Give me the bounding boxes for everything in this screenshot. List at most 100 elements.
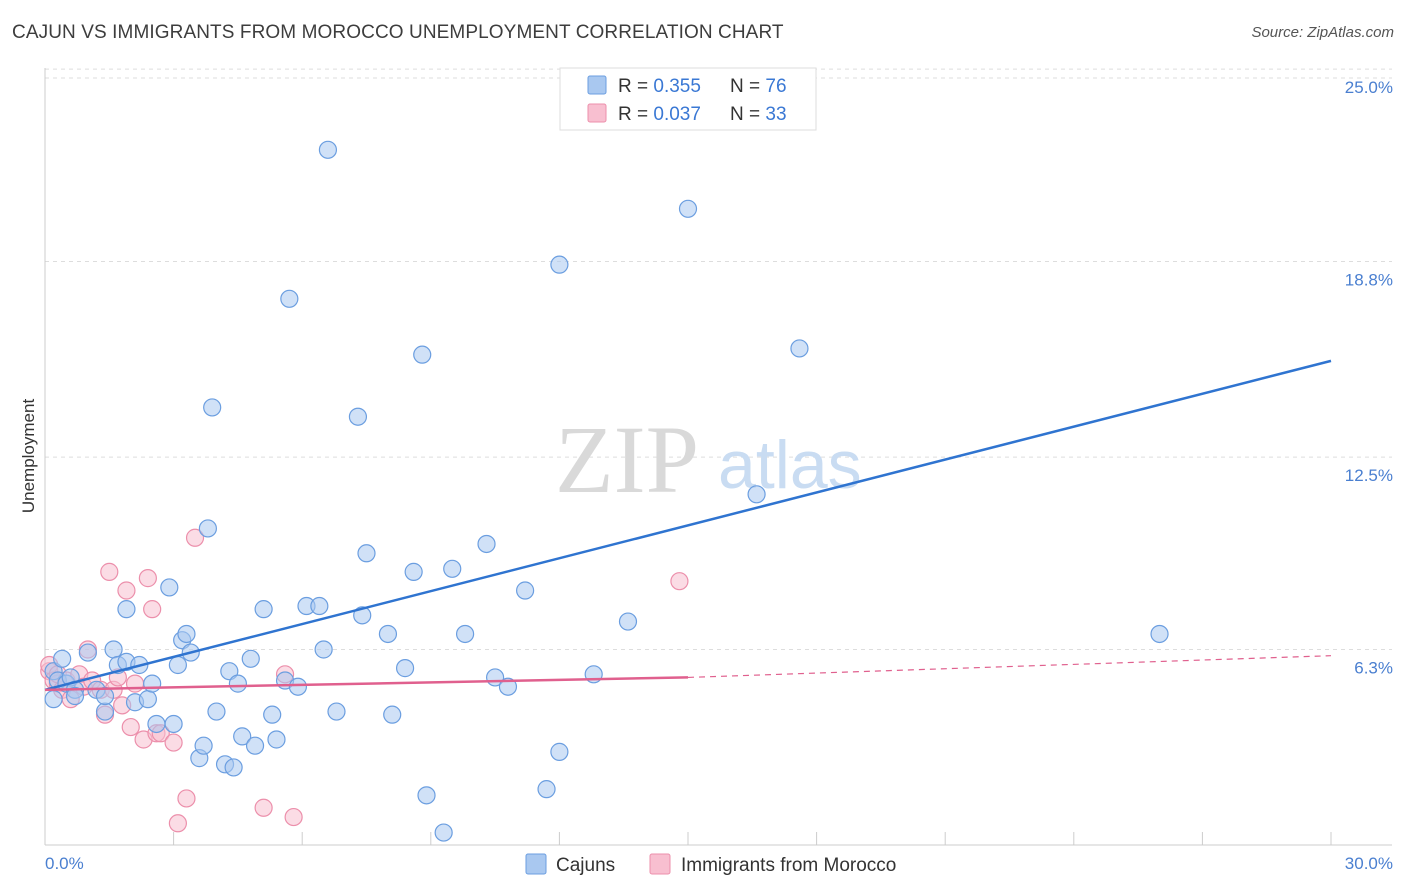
cajun-point-33 <box>220 662 239 681</box>
morocco-point-27 <box>168 814 187 833</box>
cajun-point-60 <box>443 559 462 578</box>
cajun-point-36 <box>233 727 252 746</box>
legend-morocco-r-value: 0.037 <box>653 104 701 125</box>
cajun-point-40 <box>263 705 282 724</box>
cajun-point-30 <box>203 398 222 417</box>
cajun-point-47 <box>314 640 333 659</box>
legend-swatch-morocco <box>587 103 607 123</box>
cajun-point-34 <box>224 758 243 777</box>
morocco-point-30 <box>254 798 273 817</box>
cajun-point-12 <box>104 640 123 659</box>
legend-cajun-n-label: N = <box>730 76 765 97</box>
morocco-point-26 <box>164 733 183 752</box>
svg-text:N = 33: N = 33 <box>730 104 787 125</box>
x-tick-label-max: 30.0% <box>1345 854 1393 873</box>
cajun-point-28 <box>194 736 213 755</box>
watermark-atlas: atlas <box>718 427 862 503</box>
cajun-point-29 <box>198 519 217 538</box>
legend-cajun-r-value: 0.355 <box>653 76 701 97</box>
cajun-point-1 <box>44 690 63 709</box>
cajun-point-50 <box>348 407 368 426</box>
cajun-point-22 <box>164 714 183 734</box>
watermark-zip: ZIP <box>555 406 699 513</box>
cajun-point-56 <box>404 562 423 581</box>
cajun-point-25 <box>177 624 196 644</box>
cajun-point-15 <box>117 600 136 619</box>
cajun-point-7 <box>65 686 85 706</box>
series-cajun-points <box>44 87 1169 842</box>
cajun-point-59 <box>434 823 453 842</box>
legend-morocco-n-label: N = <box>730 104 765 125</box>
cajun-point-20 <box>147 714 166 734</box>
watermark: ZIP atlas <box>555 406 862 513</box>
morocco-point-18 <box>117 581 136 600</box>
cajun-point-18 <box>138 690 157 709</box>
bottom-legend-label-cajun: Cajuns <box>556 855 615 876</box>
morocco-point-32 <box>284 807 303 827</box>
cajun-point-8 <box>78 643 97 662</box>
chart-title: CAJUN VS IMMIGRANTS FROM MOROCCO UNEMPLO… <box>12 22 784 43</box>
bottom-legend-label-morocco: Immigrants from Morocco <box>681 855 896 876</box>
cajun-point-58 <box>417 786 436 805</box>
cajun-point-35 <box>228 674 247 693</box>
cajun-point-68 <box>550 255 569 274</box>
legend-cajun-n-value: 76 <box>765 76 786 97</box>
cajun-point-74 <box>790 339 809 358</box>
morocco-point-23 <box>143 600 162 619</box>
cajun-point-51 <box>353 606 372 625</box>
legend-morocco-r-label: R = <box>618 104 653 125</box>
cajun-point-44 <box>288 677 308 696</box>
cajun-point-39 <box>254 600 273 619</box>
morocco-point-33 <box>670 572 689 591</box>
morocco-point-20 <box>125 674 145 693</box>
cajun-point-49 <box>327 702 346 721</box>
cajun-point-53 <box>378 624 398 644</box>
cajun-point-3 <box>53 649 72 668</box>
morocco-point-28 <box>177 789 196 808</box>
morocco-point-22 <box>138 569 157 588</box>
cajun-point-10 <box>95 702 115 721</box>
cajun-point-31 <box>207 702 226 721</box>
cajun-trend-line <box>44 359 1332 692</box>
cajun-point-61 <box>455 624 475 644</box>
morocco-point-29 <box>185 528 205 547</box>
chart-source: Source: ZipAtlas.com <box>1251 24 1394 41</box>
top-legend: R = 0.355 N = 76 R = 0.037 N = 33 <box>559 67 817 131</box>
cajun-point-55 <box>395 659 415 678</box>
svg-text:R = 0.037: R = 0.037 <box>618 104 701 125</box>
cajun-point-72 <box>678 199 698 218</box>
cajun-point-73 <box>747 485 766 504</box>
morocco-trend-line <box>44 676 689 692</box>
legend-swatch-cajun <box>587 75 607 95</box>
cajun-point-62 <box>477 534 496 554</box>
morocco-point-14 <box>100 562 119 581</box>
cajun-point-65 <box>516 581 535 600</box>
x-axis-ticks <box>44 832 1332 845</box>
svg-text:R = 0.355: R = 0.355 <box>618 76 701 97</box>
grid-layer <box>45 68 1392 650</box>
cajun-point-52 <box>357 544 376 563</box>
cajun-point-67 <box>550 742 569 761</box>
y-tick-label-1: 12.5% <box>1345 466 1393 485</box>
cajun-point-75 <box>1150 624 1169 644</box>
morocco-trend-line-extension <box>687 655 1332 679</box>
cajun-point-23 <box>168 655 187 675</box>
y-tick-label-0: 6.3% <box>1354 658 1393 677</box>
x-tick-label-min: 0.0% <box>45 854 84 873</box>
bottom-legend: Cajuns Immigrants from Morocco <box>525 853 896 876</box>
morocco-point-19 <box>121 717 140 737</box>
cajun-point-46 <box>310 596 329 616</box>
cajun-point-71 <box>618 612 638 631</box>
y-tick-label-2: 18.8% <box>1345 271 1393 290</box>
cajun-point-57 <box>413 345 432 364</box>
cajun-point-19 <box>143 674 162 693</box>
svg-text:N = 76: N = 76 <box>730 76 787 97</box>
cajun-point-37 <box>241 649 260 668</box>
cajun-point-11 <box>95 686 115 706</box>
y-tick-label-3: 25.0% <box>1345 78 1393 97</box>
bottom-legend-swatch-morocco <box>649 853 671 875</box>
y-tick-labels: 6.3% 12.5% 18.8% 25.0% <box>1345 78 1393 677</box>
cajun-point-41 <box>267 730 286 749</box>
cajun-point-43 <box>280 289 299 308</box>
legend-cajun-r-label: R = <box>618 76 653 97</box>
